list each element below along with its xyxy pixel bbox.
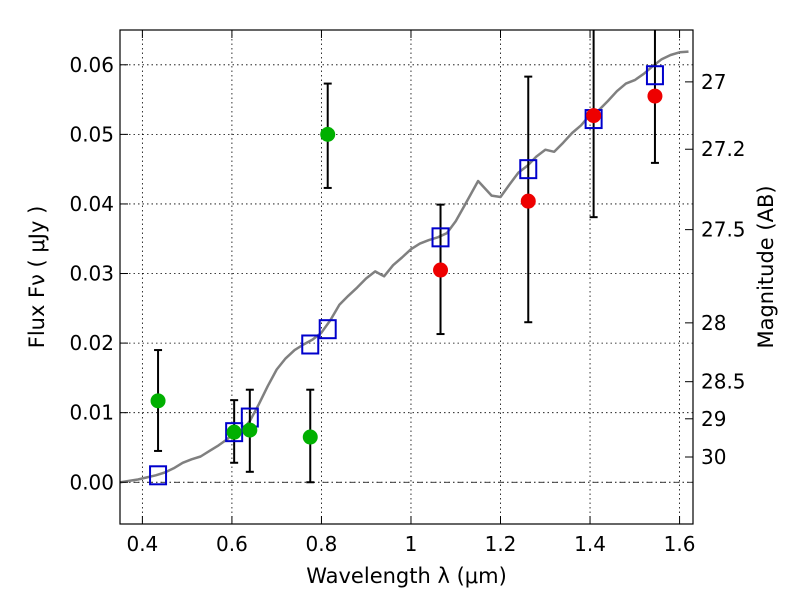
y-axis-ticks: 0.00 0.01 0.02 0.03 0.04 0.05 0.06 xyxy=(69,53,128,494)
x-tick-label: 1 xyxy=(405,532,418,556)
x-tick-label: 1.2 xyxy=(485,532,517,556)
measured-flux-point xyxy=(226,424,242,440)
data-markers xyxy=(149,65,664,486)
y2-tick-label: 27.5 xyxy=(701,218,746,242)
y2-axis-label: Magnitude (AB) xyxy=(754,185,778,348)
measured-flux-point xyxy=(433,262,449,278)
model-photometry-square xyxy=(645,65,664,86)
model-photometry-square xyxy=(225,422,244,443)
measured-flux-point xyxy=(647,88,663,104)
y-tick-label: 0.01 xyxy=(69,401,114,425)
error-bars xyxy=(154,30,659,484)
y2-tick-label: 29 xyxy=(701,407,726,431)
model-photometry-square xyxy=(149,465,168,486)
model-photometry-square xyxy=(431,227,450,248)
y2-tick-label: 28.5 xyxy=(701,370,746,394)
model-spectrum-line xyxy=(119,50,689,484)
y-tick-label: 0.06 xyxy=(69,53,114,77)
y2-tick-label: 27.2 xyxy=(701,137,746,161)
x-axis-label: Wavelength λ (μm) xyxy=(306,564,507,588)
measured-flux-point xyxy=(586,108,602,124)
model-photometry-square xyxy=(519,159,538,180)
y-tick-label: 0.00 xyxy=(69,470,114,494)
model-photometry-square xyxy=(318,319,337,340)
y2-tick-label: 28 xyxy=(701,311,726,335)
model-photometry-square xyxy=(301,334,320,355)
y-axis-label: Flux Fν ( μJy ) xyxy=(25,206,49,349)
x-tick-label: 0.4 xyxy=(126,532,158,556)
y2-axis-ticks: 27 27.2 27.5 28 28.5 29 30 xyxy=(685,70,746,469)
y2-tick-label: 30 xyxy=(701,445,726,469)
y-tick-label: 0.04 xyxy=(69,192,114,216)
measured-flux-point xyxy=(242,422,258,438)
measured-flux-point xyxy=(320,126,336,142)
measured-flux-point xyxy=(302,429,318,445)
y-tick-label: 0.02 xyxy=(69,331,114,355)
x-axis-ticks: 0.4 0.6 0.8 1 1.2 1.4 1.6 xyxy=(126,30,695,556)
grid xyxy=(120,30,693,524)
x-tick-label: 1.6 xyxy=(664,532,696,556)
y-tick-label: 0.05 xyxy=(69,122,114,146)
measured-flux-point xyxy=(520,193,536,209)
y-tick-label: 0.03 xyxy=(69,262,114,286)
plot-frame xyxy=(119,29,694,525)
x-tick-label: 0.6 xyxy=(216,532,248,556)
x-tick-label: 0.8 xyxy=(306,532,338,556)
measured-flux-point xyxy=(150,393,166,409)
model-spectrum xyxy=(119,50,689,484)
y2-tick-label: 27 xyxy=(701,70,726,94)
x-tick-label: 1.4 xyxy=(574,532,606,556)
